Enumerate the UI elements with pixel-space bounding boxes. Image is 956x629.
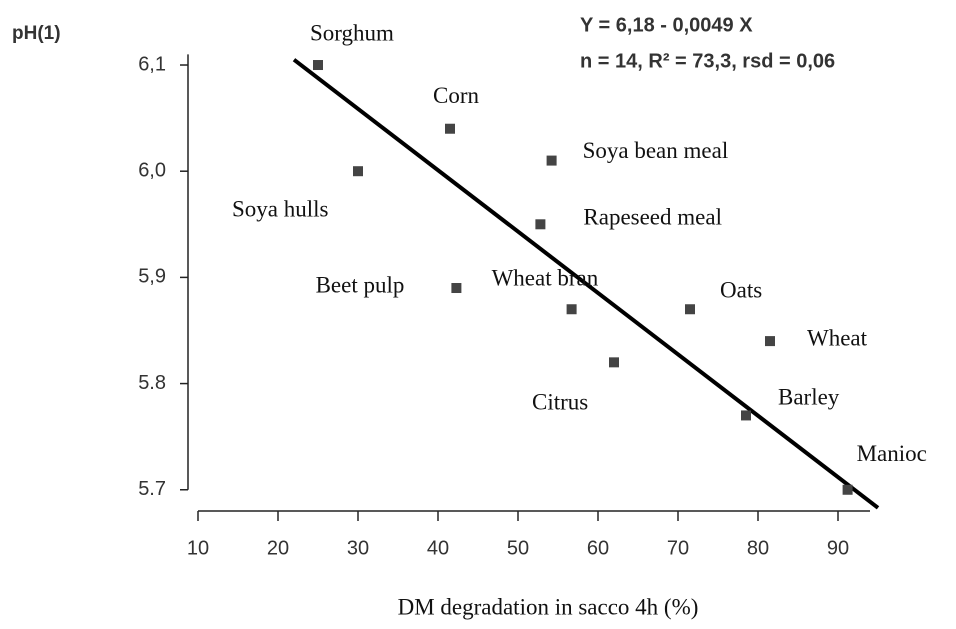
data-point xyxy=(445,123,455,134)
data-point xyxy=(313,60,323,71)
y-tick-label: 5,9 xyxy=(138,266,166,288)
y-tick-label: 5.8 xyxy=(138,372,166,394)
point-label: Sorghum xyxy=(310,20,394,45)
point-label: Citrus xyxy=(532,390,588,415)
y-axis-label: pH(1) xyxy=(12,23,61,44)
x-tick-label: 40 xyxy=(427,537,449,559)
point-label: Wheat bran xyxy=(492,266,599,291)
x-tick-label: 70 xyxy=(667,537,689,559)
data-point xyxy=(765,336,775,347)
y-tick-label: 6,0 xyxy=(138,159,166,181)
x-tick-label: 30 xyxy=(347,537,369,559)
point-label: Barley xyxy=(778,385,840,410)
y-tick-label: 5.7 xyxy=(138,478,166,500)
data-point xyxy=(741,410,751,421)
data-point xyxy=(535,219,546,230)
data-point xyxy=(451,283,462,294)
regression-line xyxy=(292,58,880,510)
point-label: Manioc xyxy=(857,441,927,466)
point-label: Corn xyxy=(433,83,480,108)
data-point xyxy=(842,484,853,495)
x-axis-label: DM degradation in sacco 4h (%) xyxy=(398,594,699,619)
x-tick-label: 20 xyxy=(267,537,289,559)
x-tick-label: 80 xyxy=(747,537,769,559)
data-point xyxy=(546,155,557,166)
point-label: Soya bean meal xyxy=(583,138,729,163)
point-label: Rapeseed meal xyxy=(583,205,722,230)
x-tick-label: 50 xyxy=(507,537,529,559)
equation: Y = 6,18 - 0,0049 X xyxy=(580,14,753,36)
data-point xyxy=(353,166,363,177)
point-label: Oats xyxy=(720,278,762,303)
data-point xyxy=(566,304,577,315)
data-point xyxy=(609,357,619,368)
point-label: Wheat xyxy=(807,325,868,350)
point-label: Soya hulls xyxy=(232,196,329,221)
point-label: Beet pulp xyxy=(316,272,405,297)
x-tick-label: 60 xyxy=(587,537,609,559)
x-tick-label: 10 xyxy=(187,537,209,559)
data-point xyxy=(685,304,695,315)
y-tick-label: 6,1 xyxy=(138,53,166,75)
statistics: n = 14, R² = 73,3, rsd = 0,06 xyxy=(580,50,835,72)
x-tick-label: 90 xyxy=(827,537,849,559)
